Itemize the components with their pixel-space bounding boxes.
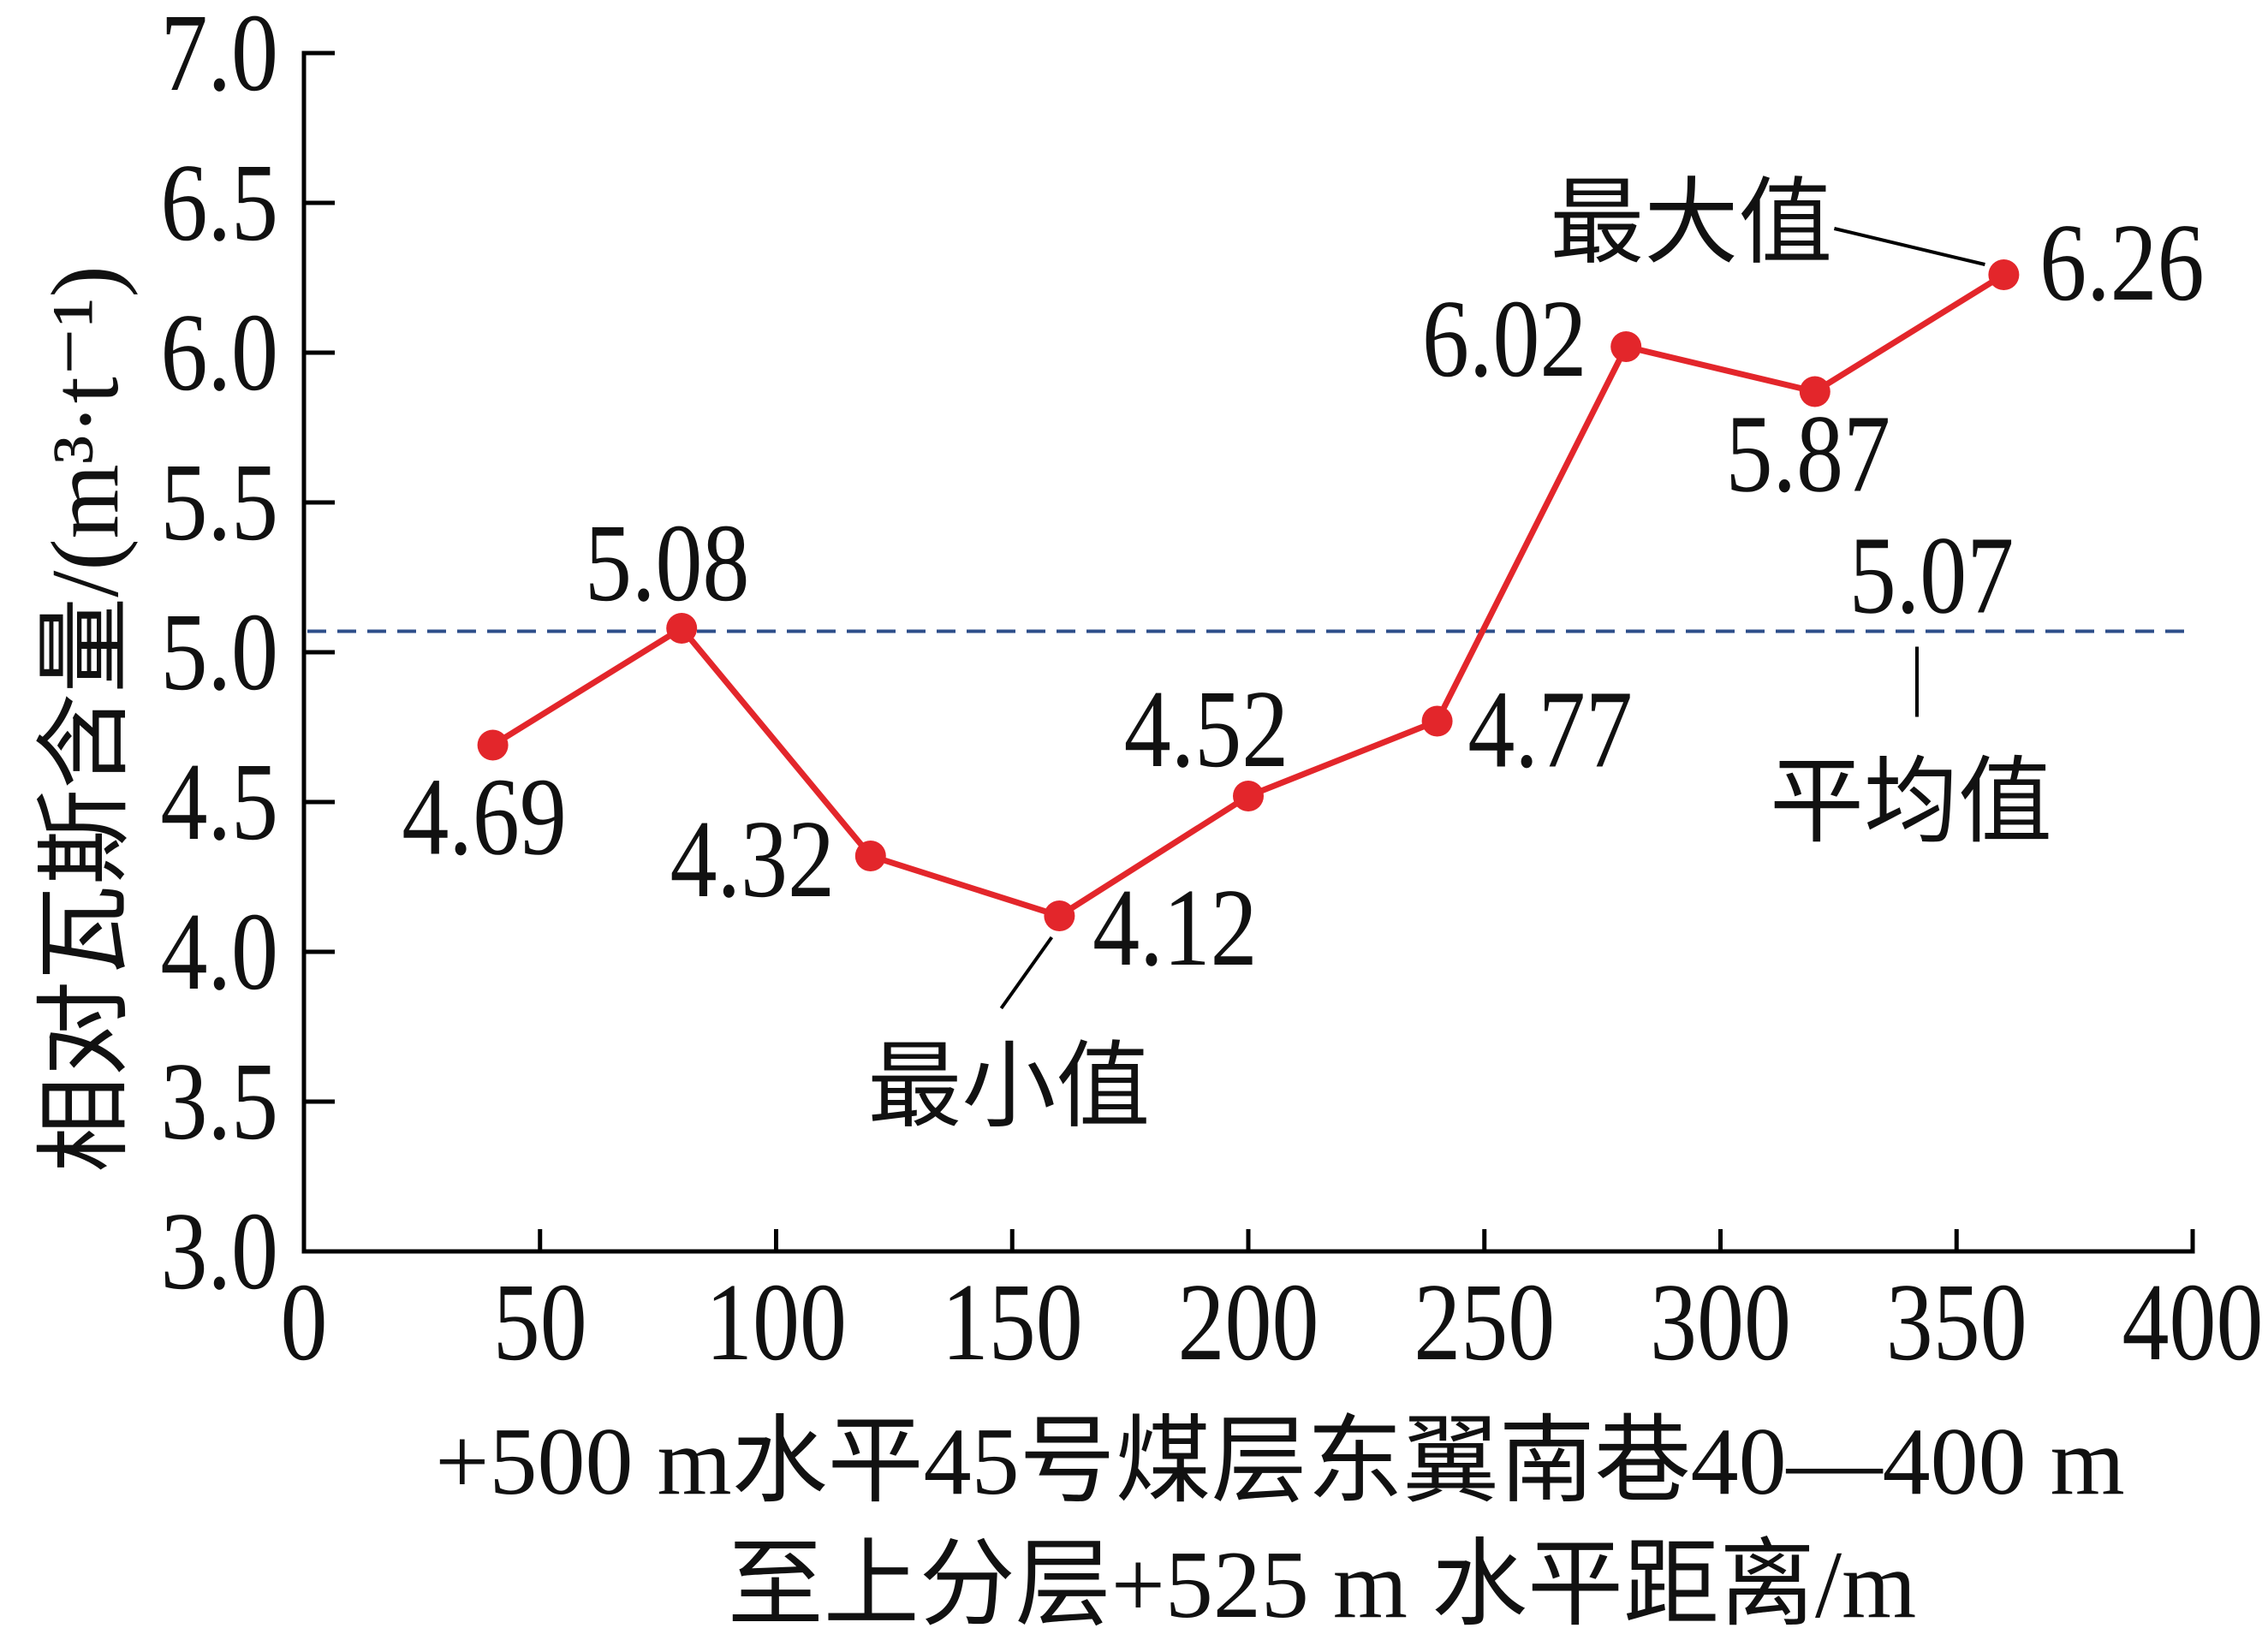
x-ticks: 0 50 100 150 200 250 300 350 400	[280, 1229, 2263, 1384]
y-tick-label: 3.5	[161, 1041, 278, 1163]
y-axis-title: 相对瓦斯含量/(m³·t⁻¹)	[33, 265, 139, 1173]
y-tick-label: 5.0	[161, 591, 278, 714]
data-point	[1988, 259, 2020, 290]
annotation-connector	[1833, 227, 1985, 266]
data-label: 4.32	[670, 799, 835, 921]
annotation-label: 最大值	[1550, 171, 1832, 276]
x-tick-label: 0	[280, 1262, 327, 1384]
data-label: 5.08	[585, 502, 749, 625]
x-tick-label: 300	[1650, 1262, 1791, 1384]
annotation-connector	[999, 936, 1054, 1010]
mean-annotation-label: 平均值	[1770, 751, 2052, 855]
x-tick-label: 400	[2122, 1262, 2264, 1384]
y-tick-label: 4.5	[161, 741, 278, 864]
y-tick-label: 4.0	[161, 891, 278, 1013]
data-point	[854, 841, 886, 871]
data-label: 4.77	[1467, 668, 1632, 791]
data-label: 6.26	[2039, 202, 2204, 324]
data-label: 6.02	[1422, 278, 1586, 401]
annotation-label: 最小值	[867, 1035, 1150, 1139]
x-axis-title-line-2: 至上分层+525 m 水平距离/m	[728, 1532, 1917, 1638]
y-tick-label: 6.5	[161, 142, 278, 264]
y-tick-label: 5.5	[161, 442, 278, 564]
y-ticks: 3.0 3.5 4.0 4.5 5.0 5.5 6.0 6.5 7.0	[161, 0, 335, 1313]
data-labels: 4.69 5.08 4.32 4.12 4.52 4.77 6.02 5.87 6.26	[402, 202, 2204, 989]
mean-line-group: 5.07 平均值	[307, 514, 2193, 855]
y-tick-label: 6.0	[161, 292, 278, 414]
x-tick-label: 100	[705, 1262, 847, 1384]
series-group	[477, 259, 2020, 931]
data-point	[1421, 705, 1453, 737]
data-point	[477, 729, 509, 761]
data-label: 4.12	[1092, 867, 1257, 989]
x-tick-label: 250	[1414, 1262, 1555, 1384]
x-tick-label: 150	[942, 1262, 1083, 1384]
x-tick-label: 50	[493, 1262, 587, 1384]
data-point	[1610, 331, 1642, 362]
data-point	[1799, 376, 1830, 407]
data-point	[1044, 900, 1075, 931]
mean-value-label: 5.07	[1849, 514, 2014, 637]
data-point	[1233, 781, 1264, 811]
data-point	[666, 613, 698, 644]
y-tick-label: 7.0	[161, 0, 278, 115]
x-axis-title-line-1: +500 m水平45号煤层东翼南巷40—400 m	[435, 1409, 2124, 1515]
axes	[301, 51, 2195, 1254]
data-label: 5.87	[1726, 393, 1890, 515]
data-label: 4.69	[402, 756, 566, 878]
y-tick-label: 3.0	[161, 1191, 278, 1313]
x-tick-label: 200	[1178, 1262, 1319, 1384]
data-label: 4.52	[1124, 668, 1289, 791]
x-tick-label: 350	[1886, 1262, 2027, 1384]
